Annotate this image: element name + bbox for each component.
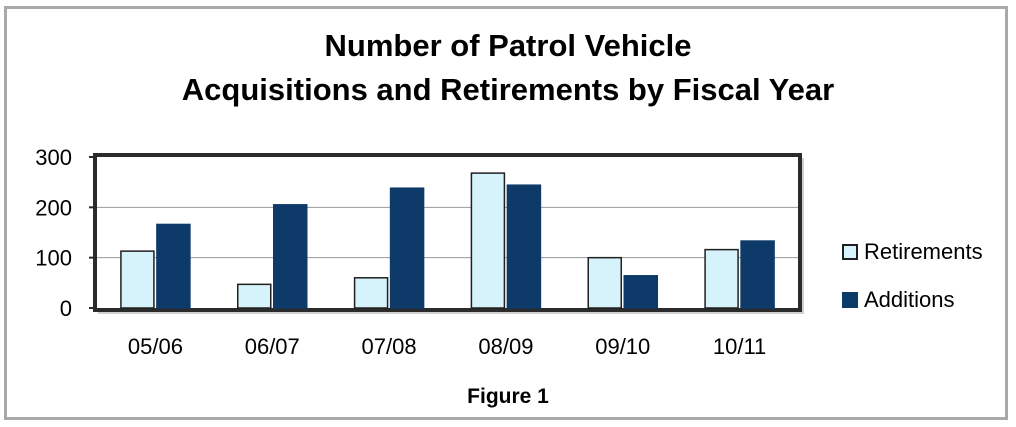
gridlines — [97, 206, 798, 259]
x-tick-label: 10/11 — [713, 334, 766, 359]
bar-additions-08-09 — [506, 184, 542, 309]
chart-title-line1: Number of Patrol Vehicle — [324, 28, 692, 63]
legend-label-additions: Additions — [864, 287, 955, 312]
legend-swatch-additions — [842, 292, 858, 308]
chart-title-line2: Acquisitions and Retirements by Fiscal Y… — [181, 72, 835, 107]
bar-additions-05-06 — [156, 223, 191, 309]
plot-area — [93, 153, 802, 312]
bar-retirements-09-10 — [587, 256, 622, 309]
bar-retirements-07-08 — [353, 277, 389, 309]
x-tick-labels: 05/06 06/07 07/08 08/09 09/10 10/11 — [128, 334, 766, 359]
legend-label-retirements: Retirements — [864, 239, 983, 264]
legend-item-retirements: Retirements — [842, 239, 983, 264]
x-tick-label: 08/09 — [478, 334, 533, 359]
y-tick-label: 100 — [35, 246, 72, 271]
bar-retirements-08-09 — [470, 172, 506, 309]
legend: Retirements Additions — [842, 239, 983, 336]
legend-swatch-retirements — [842, 244, 858, 260]
bar-retirements-05-06 — [120, 250, 155, 309]
y-tick-label: 200 — [35, 195, 72, 220]
y-tick-labels: 0 100 200 300 — [35, 145, 97, 321]
y-tick-label: 300 — [35, 145, 72, 170]
x-tick-label: 05/06 — [128, 334, 183, 359]
bar-additions-06-07 — [273, 204, 308, 309]
y-tick-label: 0 — [60, 296, 72, 321]
bar-retirements-10-11 — [704, 248, 739, 309]
bar-additions-10-11 — [740, 240, 775, 309]
bar-retirements-06-07 — [237, 283, 272, 309]
bars — [120, 172, 775, 309]
x-tick-label: 09/10 — [595, 334, 650, 359]
x-tick-label: 06/07 — [245, 334, 300, 359]
bar-additions-07-08 — [389, 187, 425, 309]
legend-item-additions: Additions — [842, 287, 983, 312]
chart-title: Number of Patrol Vehicle Acquisitions an… — [0, 24, 1016, 112]
bar-additions-09-10 — [623, 275, 658, 309]
x-tick-label: 07/08 — [362, 334, 417, 359]
figure-caption: Figure 1 — [467, 385, 549, 408]
